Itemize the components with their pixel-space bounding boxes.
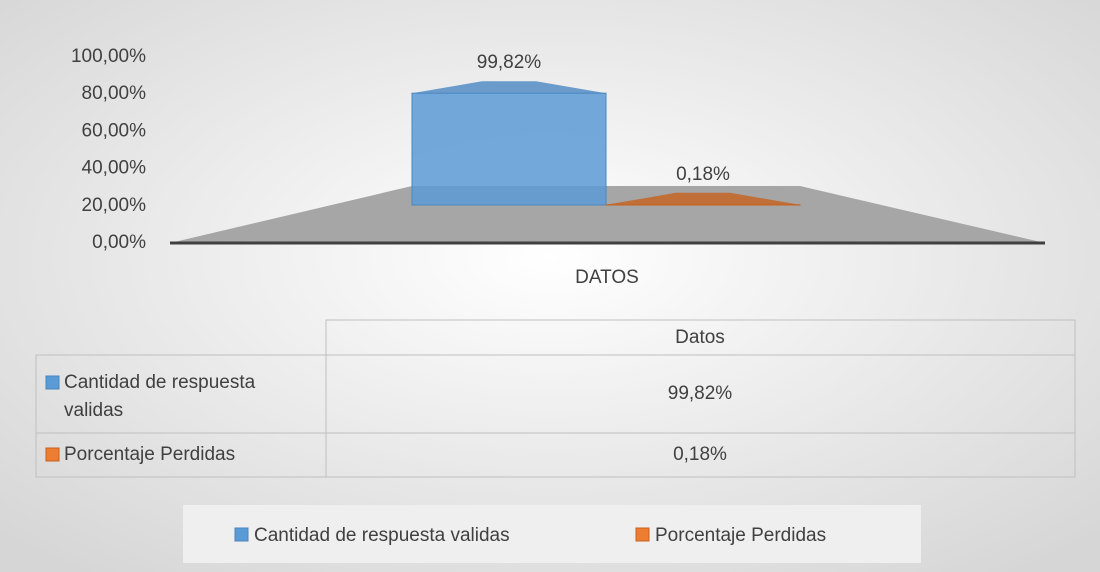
bar-top [606,192,800,205]
data-table [35,319,1076,478]
y-tick-label: 0,00% [92,232,146,253]
bar [411,92,607,206]
table-header: Datos [675,327,725,348]
legend-key [635,527,650,542]
y-tick-label: 100,00% [71,46,146,67]
data-label: 99,82% [477,52,542,73]
data-label: 0,18% [676,164,730,185]
table-row-label-line: validas [64,400,123,421]
y-tick-label: 80,00% [82,83,147,104]
table-cell: 99,82% [668,383,733,404]
legend-box [183,505,921,563]
bar-top [412,81,606,94]
legend-label: Porcentaje Perdidas [655,525,826,546]
legend-key [45,375,60,390]
legend-key [45,447,60,462]
table-row-label: Cantidad de respuesta validas [64,372,256,421]
table-row-label: Porcentaje Perdidas [64,444,235,465]
table-cell: 0,18% [673,444,727,465]
table-row-label-line: Cantidad de respuesta [64,372,256,393]
y-tick-label: 20,00% [82,195,147,216]
x-tick-label: DATOS [575,267,639,288]
legend-key [234,527,249,542]
y-tick-label: 40,00% [82,158,147,179]
legend-label: Cantidad de respuesta validas [254,525,510,546]
floor [170,186,1045,243]
y-tick-label: 60,00% [82,120,147,141]
